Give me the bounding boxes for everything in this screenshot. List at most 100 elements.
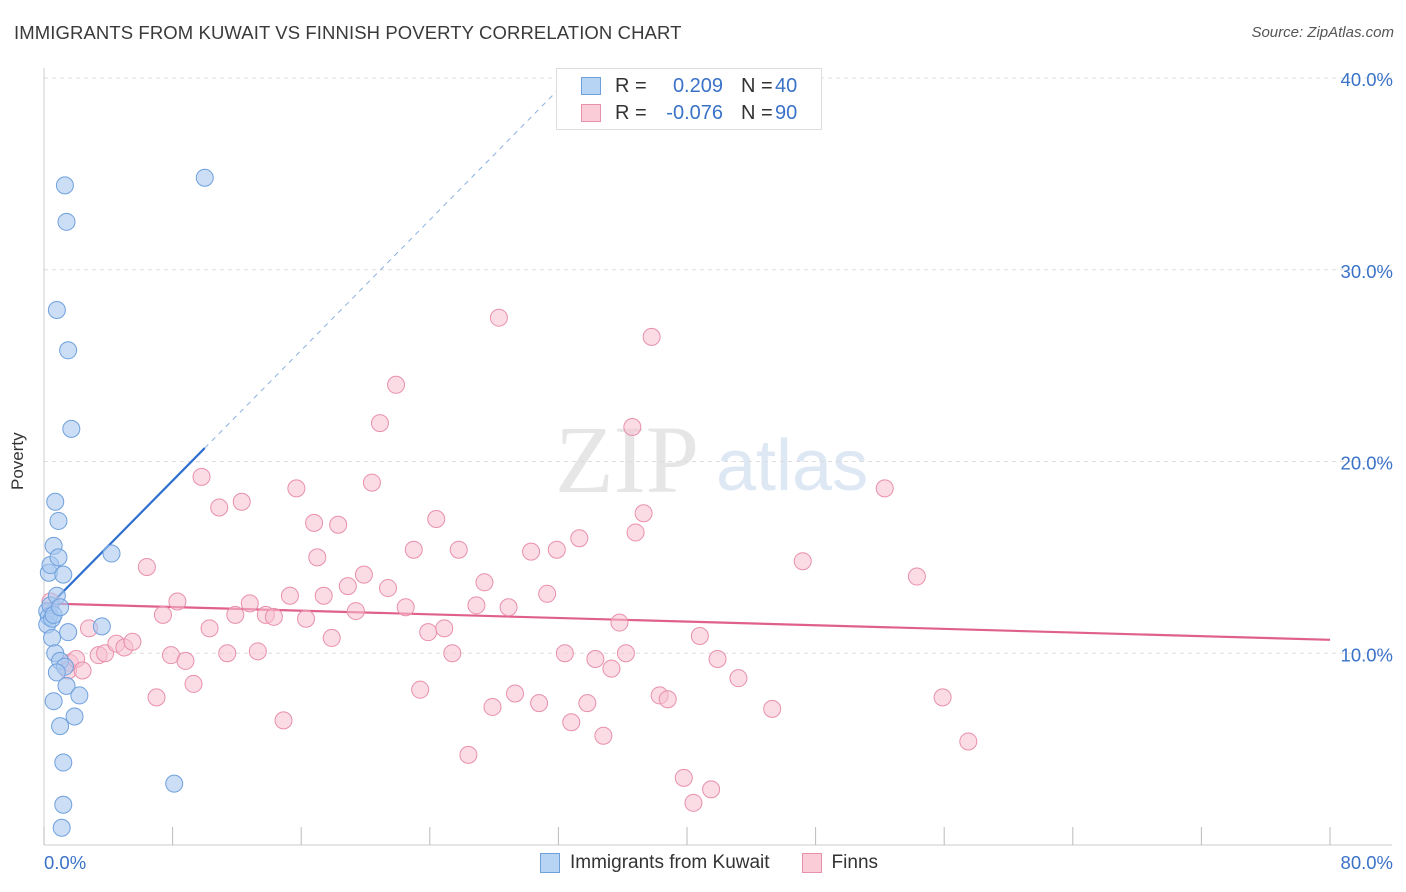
data-point-finns <box>226 605 245 624</box>
swatch-kuwait <box>581 77 601 95</box>
data-point-finns <box>435 619 454 638</box>
data-point-kuwait <box>46 492 65 511</box>
data-point-finns <box>346 602 365 621</box>
data-point-finns <box>708 650 727 669</box>
data-point-finns <box>642 327 661 346</box>
swatch-finns <box>581 104 601 122</box>
data-point-finns <box>264 607 283 626</box>
data-point-finns <box>702 780 721 799</box>
stats-row-finns: R = -0.076 N = 90 <box>581 100 797 126</box>
series-kuwait <box>38 168 214 837</box>
data-point-finns <box>674 768 693 787</box>
data-point-finns <box>73 661 92 680</box>
data-point-kuwait <box>49 548 68 567</box>
data-point-finns <box>248 642 267 661</box>
data-point-finns <box>218 644 237 663</box>
data-point-kuwait <box>62 419 81 438</box>
data-point-finns <box>240 594 259 613</box>
data-point-finns <box>427 510 446 529</box>
data-point-finns <box>338 577 357 596</box>
legend-item-kuwait[interactable]: Immigrants from Kuwait <box>540 852 770 874</box>
data-point-finns <box>232 492 251 511</box>
data-point-finns <box>586 650 605 669</box>
data-point-kuwait <box>70 686 89 705</box>
data-point-finns <box>287 479 306 498</box>
data-point-finns <box>329 515 348 534</box>
grid-lines <box>44 77 1392 654</box>
series-legend: Immigrants from Kuwait Finns <box>540 852 910 874</box>
trend-line-kuwait <box>43 447 206 612</box>
legend-label-finns: Finns <box>831 852 879 873</box>
data-point-finns <box>322 628 341 647</box>
data-point-finns <box>184 674 203 693</box>
data-point-finns <box>387 375 406 394</box>
data-point-finns <box>153 605 172 624</box>
y-tick-label: 40.0% <box>1341 69 1393 90</box>
data-point-finns <box>626 523 645 542</box>
data-point-finns <box>147 688 166 707</box>
data-point-finns <box>354 565 373 584</box>
data-point-finns <box>379 579 398 598</box>
y-tick-label: 20.0% <box>1341 453 1393 474</box>
series-finns <box>41 308 978 812</box>
n-value-finns: 90 <box>775 101 798 124</box>
legend-swatch-kuwait <box>540 853 560 873</box>
x-tick-label-min: 0.0% <box>44 852 86 873</box>
trend-extension-kuwait <box>204 89 559 449</box>
data-point-kuwait <box>47 663 66 682</box>
data-point-kuwait <box>165 774 184 793</box>
data-point-kuwait <box>195 168 214 187</box>
data-point-finns <box>763 699 782 718</box>
data-point-finns <box>907 567 926 586</box>
data-point-kuwait <box>57 676 76 695</box>
data-point-finns <box>875 479 894 498</box>
r-value-finns: -0.076 <box>666 101 723 124</box>
legend-label-kuwait: Immigrants from Kuwait <box>570 852 770 873</box>
data-point-finns <box>547 540 566 559</box>
data-point-kuwait <box>52 818 71 837</box>
data-point-finns <box>308 548 327 567</box>
r-value-kuwait: 0.209 <box>672 74 723 97</box>
data-point-finns <box>578 694 597 713</box>
data-point-finns <box>793 552 812 571</box>
data-point-kuwait <box>51 717 70 736</box>
data-point-finns <box>623 417 642 436</box>
data-point-kuwait <box>59 623 78 642</box>
data-point-kuwait <box>102 544 121 563</box>
data-point-kuwait <box>43 628 62 647</box>
data-point-finns <box>176 651 195 670</box>
data-point-finns <box>274 711 293 730</box>
data-point-finns <box>505 684 524 703</box>
data-point-finns <box>297 609 316 628</box>
data-point-finns <box>210 498 229 517</box>
data-point-kuwait <box>47 301 66 320</box>
data-point-finns <box>449 540 468 559</box>
x-tick-label-max: 80.0% <box>1341 852 1393 873</box>
data-point-kuwait <box>92 617 111 636</box>
stats-row-kuwait: R = 0.209 N = 40 <box>581 73 797 99</box>
data-point-finns <box>570 529 589 548</box>
data-point-finns <box>362 473 381 492</box>
trend-lines <box>43 89 1331 641</box>
x-tick-labels: 0.0% 80.0% <box>44 852 1393 873</box>
r-label: R = <box>615 101 647 124</box>
data-point-finns <box>684 793 703 812</box>
data-point-finns <box>594 726 613 745</box>
data-point-finns <box>538 584 557 603</box>
data-point-finns <box>658 690 677 709</box>
data-point-finns <box>467 596 486 615</box>
data-point-finns <box>489 308 508 327</box>
data-point-finns <box>459 745 478 764</box>
data-point-kuwait <box>44 692 63 711</box>
data-point-finns <box>959 732 978 751</box>
y-tick-label: 30.0% <box>1341 261 1393 282</box>
data-point-finns <box>634 504 653 523</box>
data-point-finns <box>305 513 324 532</box>
r-label: R = <box>615 74 647 97</box>
legend-item-finns[interactable]: Finns <box>801 852 879 874</box>
legend-swatch-finns <box>801 853 822 873</box>
data-point-finns <box>411 680 430 699</box>
data-point-finns <box>499 598 518 617</box>
data-point-finns <box>396 598 415 617</box>
